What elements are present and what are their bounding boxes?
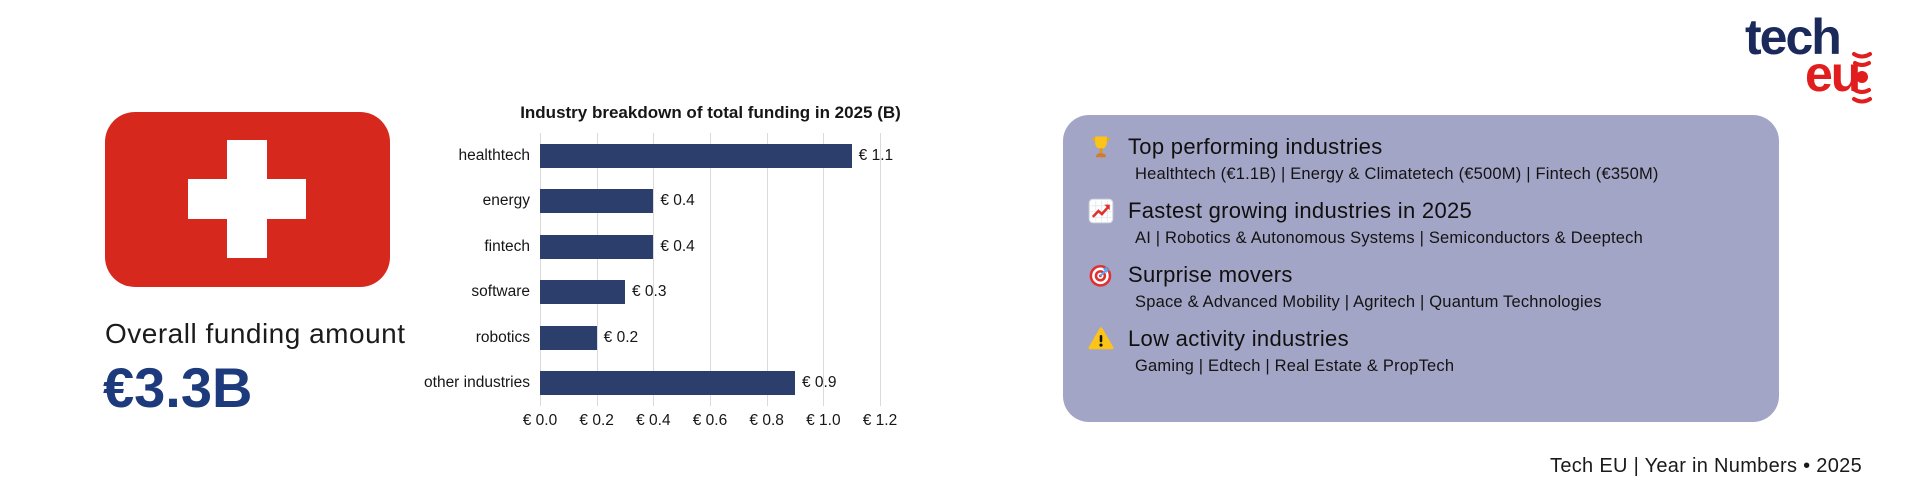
- gridline: [823, 133, 825, 406]
- bar-value-label: € 0.2: [603, 328, 639, 346]
- section-detail: Space & Advanced Mobility | Agritech | Q…: [1135, 293, 1602, 311]
- y-category-label: energy: [482, 192, 530, 210]
- y-category-label: robotics: [475, 328, 530, 346]
- section-low-activity: Low activity industries Gaming | Edtech …: [1087, 325, 1753, 376]
- bar: [540, 280, 625, 305]
- y-category-label: software: [471, 283, 530, 301]
- warning-icon: [1088, 327, 1114, 350]
- bar-value-label: € 0.3: [632, 283, 667, 301]
- x-tick-label: € 0.8: [749, 412, 784, 429]
- bar-row: € 0.4: [540, 179, 880, 225]
- section-surprise-movers: Surprise movers Space & Advanced Mobilit…: [1087, 261, 1753, 312]
- x-tick-label: € 0.0: [522, 412, 558, 429]
- x-tick-label: € 0.2: [579, 412, 614, 429]
- overall-funding-label: Overall funding amount: [105, 318, 406, 349]
- bar-row: € 0.3: [540, 270, 880, 316]
- chart-plot-area: € 1.1 € 0.4 € 0.4 € 0.3 € 0.2 € 0.9: [540, 133, 893, 407]
- chart-x-axis: € 0.0 € 0.2 € 0.4 € 0.6 € 0.8 € 1.0 € 1.2: [523, 406, 897, 432]
- funding-bar-chart: Industry breakdown of total funding in 2…: [424, 103, 933, 432]
- gridline: [766, 133, 768, 406]
- section-title: Top performing industries: [1128, 134, 1383, 159]
- target-icon: [1089, 264, 1112, 287]
- chart-y-axis-labels: healthtech energy fintech software robotics o…: [424, 133, 540, 406]
- x-tick-label: € 0.4: [636, 412, 671, 429]
- bar-value-label: € 1.1: [858, 146, 894, 164]
- section-title: Surprise movers: [1128, 262, 1293, 287]
- section-detail: Healthtech (€1.1B) | Energy & Climatetec…: [1135, 165, 1659, 183]
- bar-row: € 0.2: [540, 315, 880, 361]
- bar: [540, 234, 654, 259]
- overall-funding-value: €3.3B: [103, 356, 253, 419]
- gridline: [710, 133, 711, 406]
- bar-value-label: € 0.9: [802, 374, 837, 392]
- bar-row: € 0.4: [540, 224, 880, 270]
- bar-row: € 1.1: [540, 133, 893, 179]
- gridline: [653, 133, 655, 406]
- section-detail: AI | Robotics & Autonomous Systems | Sem…: [1135, 229, 1643, 247]
- logo-signal-icon: [1852, 52, 1872, 104]
- x-tick-label: € 1.0: [806, 412, 841, 429]
- bar-row: € 0.9: [540, 361, 880, 407]
- section-fastest-growing: Fastest growing industries in 2025 AI | …: [1087, 197, 1753, 248]
- x-tick-label: € 1.2: [862, 412, 898, 429]
- tech-eu-logo: tech eu: [1745, 9, 1875, 118]
- flag-cross: [188, 179, 306, 219]
- x-tick-label: € 0.6: [692, 412, 728, 429]
- chart-increasing-icon: [1088, 198, 1114, 224]
- gridline: [540, 133, 541, 406]
- section-title: Fastest growing industries in 2025: [1128, 198, 1473, 223]
- chart-title: Industry breakdown of total funding in 2…: [520, 103, 901, 122]
- trophy-icon: [1091, 136, 1111, 158]
- logo-tech-text: tech: [1745, 9, 1842, 65]
- bar: [540, 371, 795, 396]
- gridline: [880, 133, 881, 406]
- y-category-label: healthtech: [458, 146, 530, 164]
- gridline: [596, 133, 598, 406]
- logo-eu-text: eu: [1805, 46, 1861, 102]
- bar: [540, 143, 852, 168]
- chart-bars: € 1.1 € 0.4 € 0.4 € 0.3 € 0.2 € 0.9: [540, 133, 893, 407]
- footer-caption: Tech EU | Year in Numbers • 2025: [1550, 455, 1862, 477]
- section-detail: Gaming | Edtech | Real Estate & PropTech: [1135, 357, 1455, 375]
- bar-value-label: € 0.4: [660, 192, 695, 210]
- section-top-performing: Top performing industries Healthtech (€1…: [1087, 133, 1753, 184]
- y-category-label: other industries: [424, 374, 530, 392]
- switzerland-flag-icon: [105, 112, 390, 287]
- bar-value-label: € 0.4: [660, 237, 695, 255]
- y-category-label: fintech: [484, 237, 530, 255]
- insights-panel: Top performing industries Healthtech (€1…: [1063, 115, 1779, 422]
- bar: [540, 325, 597, 350]
- bar: [540, 189, 654, 214]
- section-title: Low activity industries: [1128, 326, 1349, 351]
